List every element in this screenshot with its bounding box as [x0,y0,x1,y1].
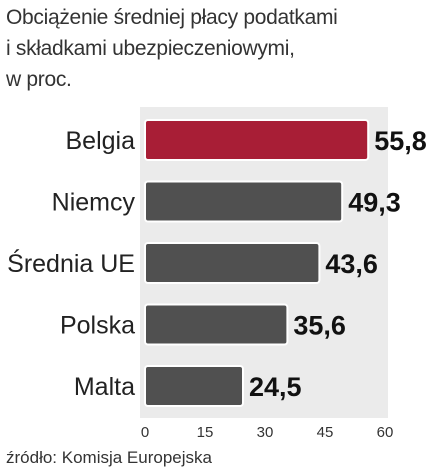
title-line-1: Obciążenie średniej płacy podatkami [6,6,338,29]
bars-group: Belgia 55,8 Niemcy 49,3 Średnia UE 43,6 Polska… [7,119,427,407]
x-tick-label-3: 45 [317,424,334,441]
value-label-1: 49,3 [348,188,401,218]
bar-0 [144,119,370,161]
value-label-2: 43,6 [325,249,378,279]
value-label-0: 55,8 [374,126,427,156]
bar-1 [144,180,344,223]
bar-2 [144,242,321,284]
title-line-3: w proc. [6,68,72,91]
source-note: źródło: Komisja Europejska [6,448,212,467]
bar-3 [144,303,289,346]
title-line-2: i składkami ubezpieczeniowymi, [6,37,295,60]
bar-4 [144,365,244,407]
value-label-4: 24,5 [249,372,302,402]
x-tick-label-0: 0 [141,424,149,441]
x-axis-ticks: 0 15 30 45 60 [141,424,394,441]
x-tick-label-4: 60 [377,424,394,441]
category-label-1: Niemcy [52,189,136,217]
x-tick-label-1: 15 [197,424,214,441]
category-label-3: Polska [60,312,135,340]
chart-title: Obciążenie średniej płacy podatkami i sk… [6,2,436,95]
category-label-4: Malta [74,373,135,401]
category-label-2: Średnia UE [7,248,135,278]
category-label-0: Belgia [66,127,136,155]
value-label-3: 35,6 [293,311,346,341]
x-tick-label-2: 30 [257,424,274,441]
